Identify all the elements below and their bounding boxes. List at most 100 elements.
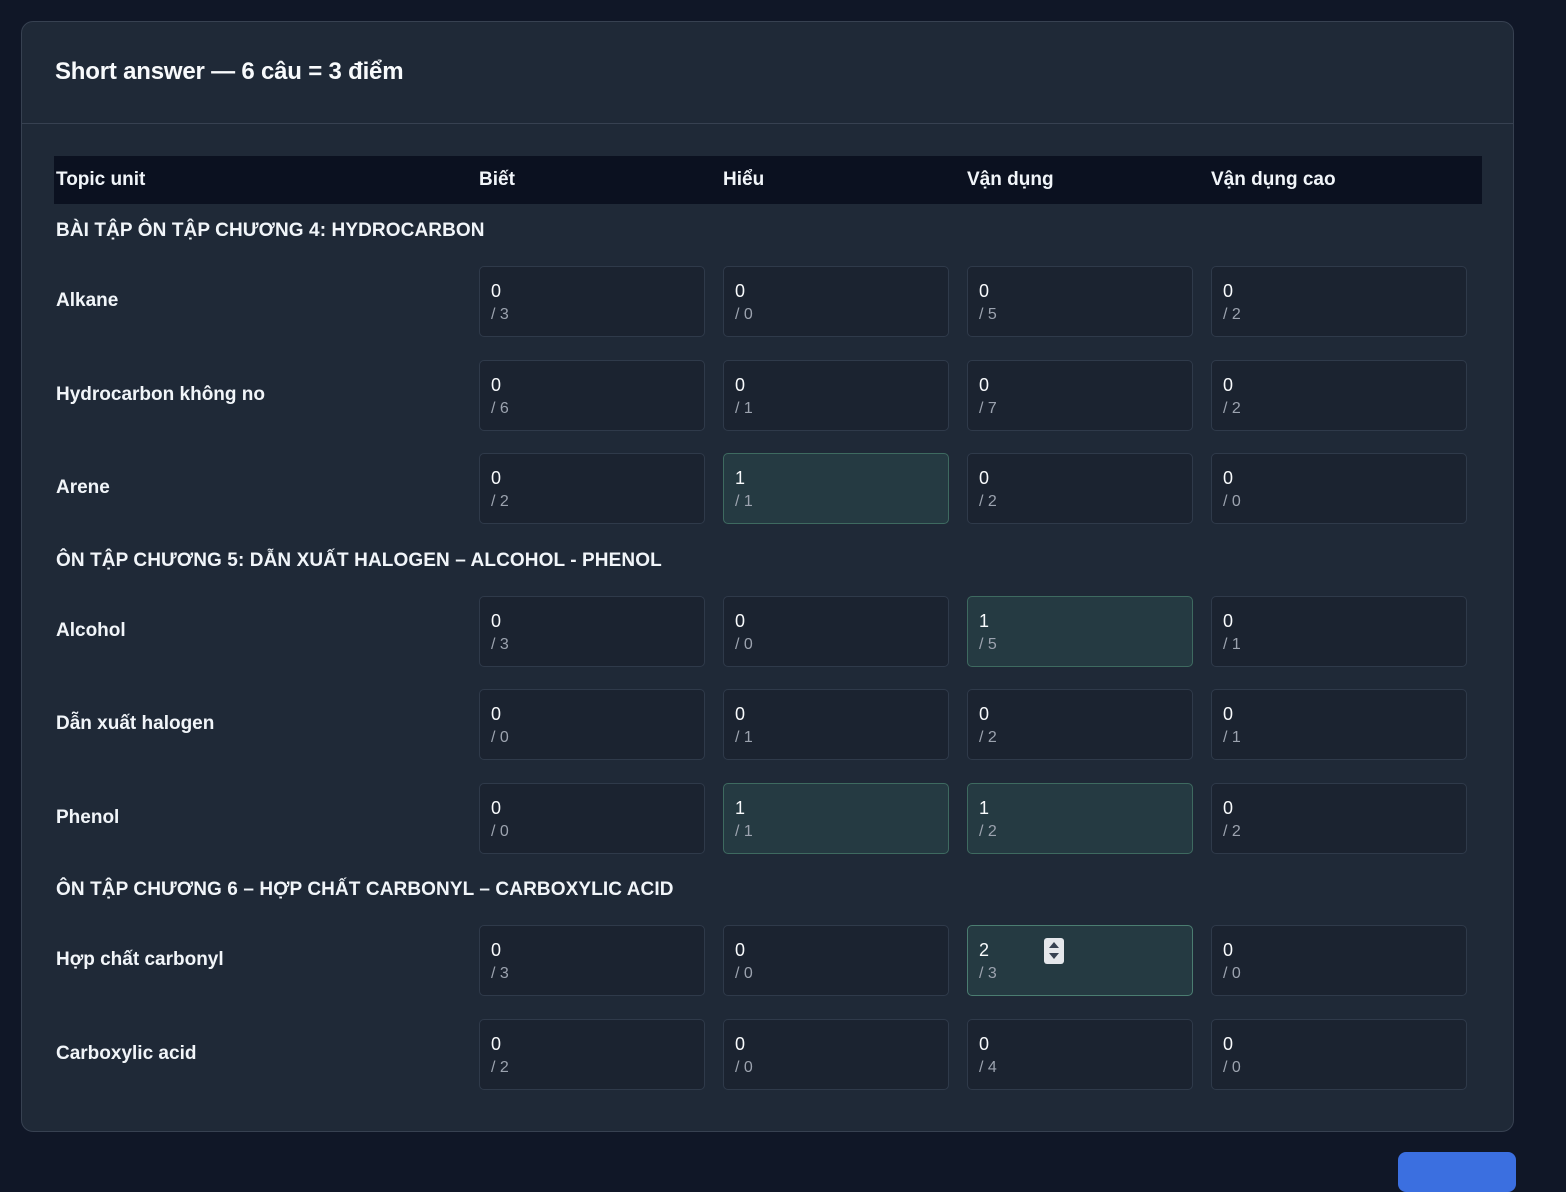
topic-row: Alkane 0/ 3 0/ 0 0/ 5 0/ 2 bbox=[54, 266, 1482, 338]
count-input[interactable]: 0/ 2 bbox=[967, 689, 1193, 760]
count-value[interactable]: 1 bbox=[735, 798, 746, 818]
card-title: Short answer — 6 câu = 3 điểm bbox=[55, 58, 404, 85]
count-max-label: / 5 bbox=[979, 636, 997, 653]
count-max-label: / 1 bbox=[1223, 729, 1241, 746]
count-value[interactable]: 0 bbox=[1223, 704, 1234, 724]
count-input[interactable]: 0/ 1 bbox=[723, 360, 949, 431]
count-value[interactable]: 0 bbox=[979, 468, 990, 488]
number-stepper-icon[interactable] bbox=[1044, 938, 1064, 964]
count-input[interactable]: 1/ 1 bbox=[723, 783, 949, 854]
count-input[interactable]: 0/ 5 bbox=[967, 266, 1193, 337]
count-max-label: / 3 bbox=[979, 965, 997, 982]
count-value[interactable]: 0 bbox=[491, 1034, 502, 1054]
count-value[interactable]: 2 bbox=[979, 940, 990, 960]
count-max-label: / 2 bbox=[491, 493, 509, 510]
count-value[interactable]: 0 bbox=[1223, 611, 1234, 631]
topic-row: Alcohol 0/ 3 0/ 0 1/ 5 0/ 1 bbox=[54, 596, 1482, 668]
count-value[interactable]: 0 bbox=[1223, 468, 1234, 488]
topic-row: Hợp chất carbonyl 0/ 3 0/ 0 2/ 3 0/ 0 bbox=[54, 925, 1482, 997]
count-input[interactable]: 0/ 6 bbox=[479, 360, 705, 431]
count-value[interactable]: 0 bbox=[491, 940, 502, 960]
count-value[interactable]: 0 bbox=[735, 375, 746, 395]
count-max-label: / 1 bbox=[735, 400, 753, 417]
count-input[interactable]: 1/ 2 bbox=[967, 783, 1193, 854]
count-max-label: / 2 bbox=[979, 823, 997, 840]
count-input[interactable]: 1/ 5 bbox=[967, 596, 1193, 667]
count-value[interactable]: 0 bbox=[735, 281, 746, 301]
count-max-label: / 0 bbox=[1223, 965, 1241, 982]
col-header-van-dung-cao: Vận dụng cao bbox=[1211, 169, 1336, 190]
count-value[interactable]: 0 bbox=[491, 375, 502, 395]
count-input[interactable]: 0/ 3 bbox=[479, 925, 705, 996]
col-header-hieu: Hiểu bbox=[723, 169, 765, 190]
count-value[interactable]: 0 bbox=[491, 704, 502, 724]
count-value[interactable]: 1 bbox=[735, 468, 746, 488]
count-value[interactable]: 0 bbox=[979, 281, 990, 301]
count-input[interactable]: 0/ 0 bbox=[723, 596, 949, 667]
count-value[interactable]: 0 bbox=[1223, 798, 1234, 818]
count-value[interactable]: 0 bbox=[1223, 1034, 1234, 1054]
count-input[interactable]: 0/ 2 bbox=[967, 453, 1193, 524]
count-input[interactable]: 0/ 0 bbox=[1211, 453, 1467, 524]
count-input[interactable]: 0/ 2 bbox=[479, 453, 705, 524]
count-input[interactable]: 0/ 4 bbox=[967, 1019, 1193, 1090]
topic-unit-label: Alcohol bbox=[56, 620, 126, 641]
topic-row: Arene 0/ 2 1/ 1 0/ 2 0/ 0 bbox=[54, 453, 1482, 525]
count-value[interactable]: 0 bbox=[1223, 375, 1234, 395]
short-answer-card: Short answer — 6 câu = 3 điểm Topic unit… bbox=[21, 21, 1514, 1132]
count-value[interactable]: 0 bbox=[735, 704, 746, 724]
count-input[interactable]: 0/ 2 bbox=[479, 1019, 705, 1090]
count-input[interactable]: 1/ 1 bbox=[723, 453, 949, 524]
count-max-label: / 2 bbox=[1223, 306, 1241, 323]
count-value[interactable]: 1 bbox=[979, 611, 990, 631]
count-input[interactable]: 0/ 0 bbox=[723, 925, 949, 996]
count-value[interactable]: 0 bbox=[979, 704, 990, 724]
section-title: BÀI TẬP ÔN TẬP CHƯƠNG 4: HYDROCARBON bbox=[56, 220, 485, 241]
count-value[interactable]: 1 bbox=[979, 798, 990, 818]
col-header-van-dung: Vận dụng bbox=[967, 169, 1054, 190]
count-max-label: / 1 bbox=[735, 823, 753, 840]
count-value[interactable]: 0 bbox=[979, 1034, 990, 1054]
count-value[interactable]: 0 bbox=[735, 1034, 746, 1054]
count-input[interactable]: 0/ 7 bbox=[967, 360, 1193, 431]
count-input[interactable]: 0/ 2 bbox=[1211, 783, 1467, 854]
count-input[interactable]: 0/ 0 bbox=[479, 783, 705, 854]
count-input[interactable]: 0/ 0 bbox=[723, 266, 949, 337]
count-input[interactable]: 0/ 3 bbox=[479, 596, 705, 667]
count-value[interactable]: 0 bbox=[491, 281, 502, 301]
count-value[interactable]: 0 bbox=[491, 798, 502, 818]
topic-unit-label: Phenol bbox=[56, 807, 120, 828]
count-value[interactable]: 0 bbox=[1223, 281, 1234, 301]
count-input[interactable]: 0/ 0 bbox=[723, 1019, 949, 1090]
topic-row: Phenol 0/ 0 1/ 1 1/ 2 0/ 2 bbox=[54, 783, 1482, 855]
count-input[interactable]: 0/ 1 bbox=[1211, 596, 1467, 667]
count-max-label: / 4 bbox=[979, 1059, 997, 1076]
count-value[interactable]: 0 bbox=[735, 611, 746, 631]
count-input[interactable]: 0/ 1 bbox=[1211, 689, 1467, 760]
count-input[interactable]: 0/ 0 bbox=[1211, 925, 1467, 996]
count-input[interactable]: 0/ 3 bbox=[479, 266, 705, 337]
count-value[interactable]: 0 bbox=[735, 940, 746, 960]
table-header: Topic unit Biết Hiểu Vận dụng Vận dụng c… bbox=[54, 156, 1482, 204]
count-input[interactable]: 2/ 3 bbox=[967, 925, 1193, 996]
count-max-label: / 0 bbox=[491, 729, 509, 746]
count-max-label: / 2 bbox=[1223, 823, 1241, 840]
count-input[interactable]: 0/ 2 bbox=[1211, 360, 1467, 431]
col-header-biet: Biết bbox=[479, 169, 515, 190]
count-max-label: / 0 bbox=[1223, 1059, 1241, 1076]
section-title: ÔN TẬP CHƯƠNG 5: DẪN XUẤT HALOGEN – ALCO… bbox=[56, 550, 662, 571]
section-title: ÔN TẬP CHƯƠNG 6 – HỢP CHẤT CARBONYL – CA… bbox=[56, 879, 674, 900]
count-input[interactable]: 0/ 0 bbox=[479, 689, 705, 760]
count-value[interactable]: 0 bbox=[979, 375, 990, 395]
count-input[interactable]: 0/ 0 bbox=[1211, 1019, 1467, 1090]
primary-action-button[interactable] bbox=[1398, 1152, 1516, 1192]
count-value[interactable]: 0 bbox=[491, 611, 502, 631]
count-input[interactable]: 0/ 1 bbox=[723, 689, 949, 760]
count-max-label: / 0 bbox=[735, 965, 753, 982]
count-value[interactable]: 0 bbox=[491, 468, 502, 488]
count-value[interactable]: 0 bbox=[1223, 940, 1234, 960]
count-input[interactable]: 0/ 2 bbox=[1211, 266, 1467, 337]
topic-unit-label: Arene bbox=[56, 477, 110, 498]
topic-unit-label: Alkane bbox=[56, 290, 119, 311]
count-max-label: / 0 bbox=[735, 636, 753, 653]
